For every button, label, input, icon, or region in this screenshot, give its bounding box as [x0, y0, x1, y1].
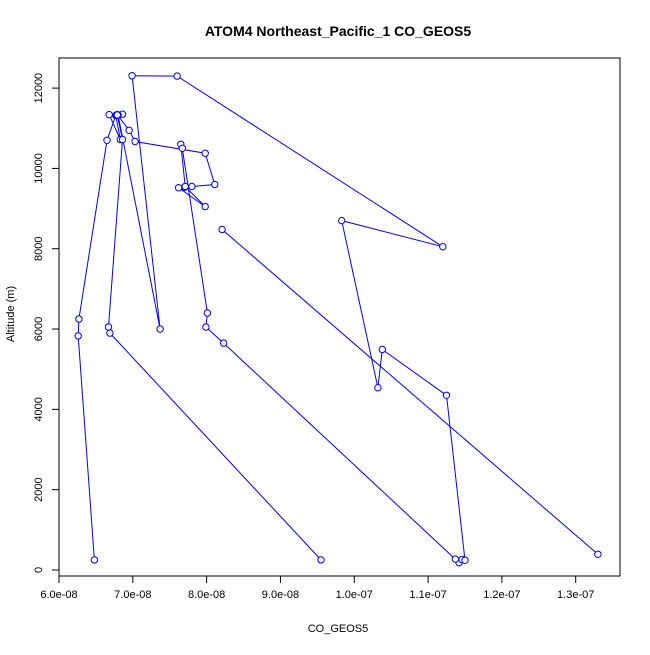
data-point — [173, 72, 181, 80]
y-tick-label: 6000 — [33, 317, 45, 341]
y-tick-label: 8000 — [33, 236, 45, 260]
data-point — [338, 216, 346, 225]
y-tick-label: 4000 — [33, 397, 45, 421]
data-point — [105, 110, 113, 119]
series-layer — [74, 72, 602, 567]
y-tick-label: 12000 — [33, 73, 45, 104]
x-tick-label: 6.0e-08 — [40, 589, 77, 601]
data-point — [218, 225, 226, 234]
data-point — [201, 149, 209, 157]
data-point — [103, 136, 111, 145]
x-axis: 6.0e-08 7.0e-08 8.0e-08 9.0e-08 1.0e-07 1.1e-… — [40, 575, 594, 601]
data-point — [131, 137, 139, 146]
data-point — [174, 184, 183, 192]
chart-title: ATOM4 Northeast_Pacific_1 CO_GEOS5 — [205, 23, 472, 39]
y-tick-label: 10000 — [33, 153, 45, 184]
data-point — [90, 556, 99, 564]
data-point — [378, 345, 386, 354]
x-tick-label: 1.3e-07 — [557, 589, 594, 601]
data-point — [178, 144, 187, 153]
x-tick-label: 7.0e-08 — [114, 589, 151, 601]
series-line — [77, 75, 466, 564]
data-point — [104, 323, 113, 331]
x-tick-label: 9.0e-08 — [262, 589, 299, 601]
x-tick-label: 1.2e-07 — [483, 589, 520, 601]
data-point — [594, 550, 602, 558]
y-axis-label: Altitude (m) — [5, 286, 17, 342]
data-point — [439, 243, 447, 251]
x-tick-label: 1.1e-07 — [409, 589, 446, 601]
y-axis: 0 2000 4000 6000 8000 10000 12000 — [33, 73, 60, 573]
data-point — [74, 332, 82, 340]
data-point — [188, 182, 196, 191]
data-point — [219, 339, 228, 347]
data-point — [156, 325, 164, 333]
data-point — [374, 384, 382, 392]
y-tick-label: 0 — [33, 567, 45, 573]
data-point — [211, 180, 219, 189]
data-point — [181, 182, 189, 191]
data-point — [451, 555, 460, 563]
data-point — [128, 72, 136, 80]
data-point — [75, 315, 83, 323]
data-point — [203, 309, 212, 317]
data-point — [118, 135, 127, 144]
x-tick-label: 8.0e-08 — [188, 589, 225, 601]
data-point — [113, 111, 122, 119]
x-tick-label: 1.0e-07 — [336, 589, 373, 601]
x-axis-label: CO_GEOS5 — [308, 623, 369, 635]
data-point — [317, 556, 325, 564]
series-line — [221, 229, 599, 555]
data-point — [461, 556, 469, 564]
y-tick-label: 2000 — [33, 477, 45, 501]
data-point — [106, 329, 114, 337]
data-point — [442, 391, 451, 399]
plot-frame — [58, 57, 621, 577]
data-point — [202, 323, 210, 331]
data-point — [201, 202, 209, 211]
data-point — [125, 126, 133, 135]
